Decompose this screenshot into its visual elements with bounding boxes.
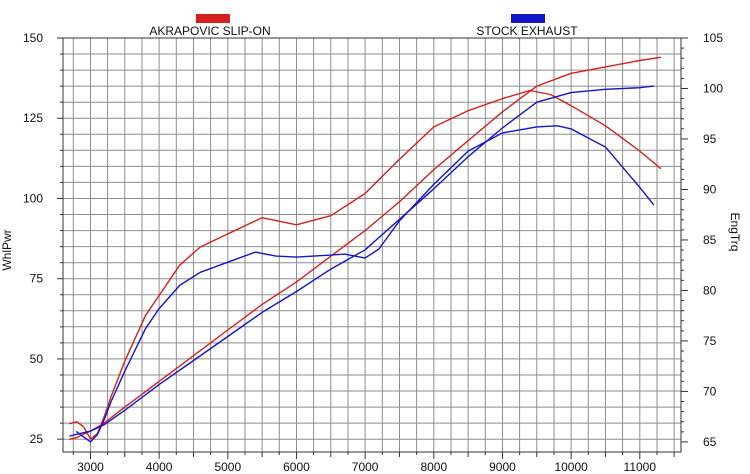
x-axis-ticks: 3000 4000 5000 6000 7000 8000 9000 10000 11000 xyxy=(72,452,675,474)
x-tick-label: 8000 xyxy=(420,460,447,474)
y-right-tick-label: 95 xyxy=(703,132,717,146)
y-left-axis-title: WhlPwr xyxy=(0,229,14,270)
series-line-stock-power xyxy=(69,85,655,437)
x-tick-label: 11000 xyxy=(624,460,657,474)
y-right-tick-label: 75 xyxy=(703,334,717,348)
x-tick-label: 3000 xyxy=(77,460,104,474)
y-right-tick-label: 100 xyxy=(703,81,723,95)
grid xyxy=(63,38,681,452)
y-right-tick-label: 70 xyxy=(703,384,717,398)
series-layer xyxy=(69,56,662,443)
y-left-tick-label: 150 xyxy=(23,31,43,45)
plot-frame xyxy=(62,37,682,453)
y-left-tick-label: 25 xyxy=(30,432,44,446)
x-tick-label: 6000 xyxy=(283,460,310,474)
x-tick-label: 10000 xyxy=(554,460,588,474)
y-right-tick-label: 105 xyxy=(703,31,723,45)
series-line-akrapovic-power xyxy=(69,56,662,440)
legend-swatch-stock xyxy=(511,14,545,23)
y-left-tick-label: 50 xyxy=(30,352,44,366)
x-tick-label: 4000 xyxy=(146,460,173,474)
y-left-tick-label: 75 xyxy=(30,272,44,286)
legend-swatch-akrapovic xyxy=(196,14,230,23)
legend-label-akrapovic: AKRAPOVIC SLIP-ON xyxy=(149,24,270,38)
y-left-tick-label: 100 xyxy=(23,191,43,205)
x-tick-label: 7000 xyxy=(352,460,379,474)
y-right-tick-label: 85 xyxy=(703,233,717,247)
series-line-stock-torque xyxy=(75,125,655,443)
x-tick-label: 9000 xyxy=(489,460,516,474)
legend: AKRAPOVIC SLIP-ON STOCK EXHAUST xyxy=(149,14,578,38)
y-right-axis-ticks: 65 70 75 80 85 90 95 100 105 xyxy=(681,31,723,449)
x-tick-label: 5000 xyxy=(214,460,241,474)
legend-label-stock: STOCK EXHAUST xyxy=(476,24,578,38)
y-right-tick-label: 80 xyxy=(703,283,717,297)
y-left-tick-label: 125 xyxy=(23,111,43,125)
y-right-axis-title: EngTrq xyxy=(728,213,742,252)
y-right-tick-label: 90 xyxy=(703,182,717,196)
y-right-tick-label: 65 xyxy=(703,435,717,449)
